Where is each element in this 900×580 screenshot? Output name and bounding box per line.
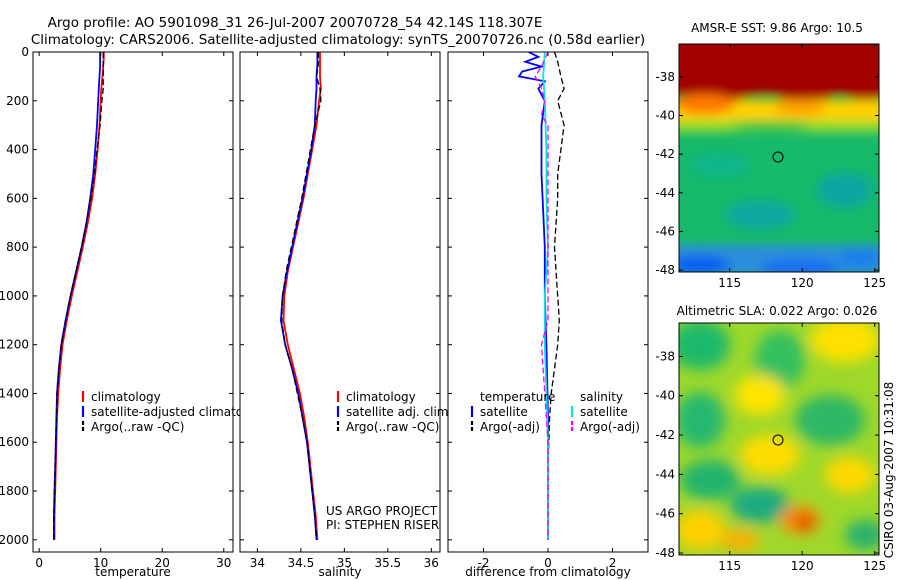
difference-xtick-label: 0	[544, 556, 552, 570]
temperature-xlabel: temperature	[95, 565, 170, 579]
depth-tick-label: 0	[21, 45, 29, 59]
depth-tick-label: 1600	[0, 435, 29, 449]
sla-ytick-label: -42	[655, 428, 675, 442]
salinity-xlabel: salinity	[318, 565, 361, 579]
temperature-xtick-label: 20	[155, 556, 170, 570]
sst-map-title: AMSR-E SST: 9.86 Argo: 10.5	[691, 21, 863, 35]
figure-title-line1: Argo profile: AO 5901098_31 26-Jul-2007 …	[48, 15, 543, 31]
sla-map: Altimetric SLA: 0.022 Argo: 0.026	[655, 304, 886, 573]
depth-tick-label: 200	[6, 94, 29, 108]
salinity-series	[279, 52, 322, 540]
depth-tick-label: 1400	[0, 386, 29, 400]
salinity-xtick-label: 34	[250, 556, 265, 570]
salinity-plot-area	[240, 52, 440, 552]
temperature-xtick-label: 10	[93, 556, 108, 570]
sst-ytick-label: -48	[655, 263, 675, 277]
temperature-frame	[32, 51, 234, 553]
timestamp-label: CSIRO 03-Aug-2007 10:31:08	[882, 382, 896, 558]
temperature-series-line	[53, 52, 104, 540]
sla-map-title: Altimetric SLA: 0.022 Argo: 0.026	[677, 304, 878, 318]
temperature-plot-area	[33, 52, 233, 552]
temperature-panel: 0 10 20 30 temperature 0 200 400 600 800 1000 1200 1…	[0, 45, 269, 579]
sla-xtick-label: 115	[718, 559, 741, 573]
sst-field	[679, 44, 879, 272]
legend-label: satellite adj. clim.	[346, 405, 452, 419]
legend-group-header: temperature	[480, 390, 555, 404]
depth-tick-label: 400	[6, 143, 29, 157]
sst-ytick-label: -42	[655, 147, 675, 161]
temperature-series	[53, 52, 105, 540]
depth-tick-label: 1800	[0, 484, 29, 498]
sst-argo-marker	[772, 151, 784, 163]
difference-legend: temperaturesatelliteArgo(-adj)salinitysa…	[470, 390, 640, 434]
sst-xtick-label: 115	[718, 276, 741, 290]
project-annotation: PI: STEPHEN RISER	[326, 518, 439, 532]
legend-label: Argo(..raw -QC)	[346, 420, 439, 434]
legend-label: climatology	[346, 390, 416, 404]
sst-ytick-label: -38	[655, 70, 675, 84]
difference-series-line	[534, 52, 549, 540]
figure-title-line2: Climatology: CARS2006. Satellite-adjuste…	[31, 32, 645, 48]
sst-map: AMSR-E SST: 9.86 Argo: 10.5	[655, 21, 886, 290]
sla-argo-marker	[772, 434, 784, 446]
temperature-xtick-label: 30	[216, 556, 231, 570]
legend-label: satellite	[480, 405, 528, 419]
salinity-xtick-label: 35	[337, 556, 352, 570]
legend-label: Argo(..raw -QC)	[91, 420, 184, 434]
difference-xlabel: difference from climatology	[465, 565, 631, 579]
difference-xtick-label: -2	[477, 556, 489, 570]
sla-field	[679, 323, 879, 555]
sla-ytick-label: -38	[655, 349, 675, 363]
legend-label: Argo(-adj)	[580, 420, 640, 434]
sst-ytick-label: -44	[655, 186, 675, 200]
salinity-series-line	[281, 52, 322, 540]
depth-tick-label: 600	[6, 191, 29, 205]
sla-ytick-label: -44	[655, 467, 675, 481]
sla-ytick-label: -40	[655, 389, 675, 403]
salinity-xtick-label: 36	[424, 556, 439, 570]
sla-ytick-label: -48	[655, 546, 675, 560]
sla-xtick-label: 125	[863, 559, 886, 573]
difference-series-line	[547, 52, 565, 540]
depth-tick-label: 800	[6, 240, 29, 254]
sla-xtick-label: 120	[791, 559, 814, 573]
legend-group-header: salinity	[580, 390, 623, 404]
project-annotation: US ARGO PROJECT	[326, 504, 438, 518]
salinity-frame	[239, 51, 441, 553]
legend-label: Argo(-adj)	[480, 420, 540, 434]
sst-ytick-label: -40	[655, 108, 675, 122]
salinity-xtick-label: 35.5	[374, 556, 401, 570]
salinity-xtick-label: 34.5	[288, 556, 315, 570]
temperature-xtick-label: 0	[35, 556, 43, 570]
sst-xtick-label: 125	[863, 276, 886, 290]
sst-ytick-label: -46	[655, 224, 675, 238]
depth-tick-label: 2000	[0, 533, 29, 547]
legend-label: climatology	[91, 390, 161, 404]
legend-label: satellite	[580, 405, 628, 419]
difference-series	[517, 52, 565, 540]
legend-label: satellite-adjusted climatology	[91, 405, 269, 419]
salinity-panel: 34 34.5 35 35.5 36 salinity climatologysatelli…	[239, 51, 452, 579]
difference-xtick-label: 2	[609, 556, 617, 570]
sst-xtick-label: 120	[791, 276, 814, 290]
depth-tick-label: 1000	[0, 289, 29, 303]
sla-ytick-label: -46	[655, 507, 675, 521]
depth-tick-label: 1200	[0, 338, 29, 352]
